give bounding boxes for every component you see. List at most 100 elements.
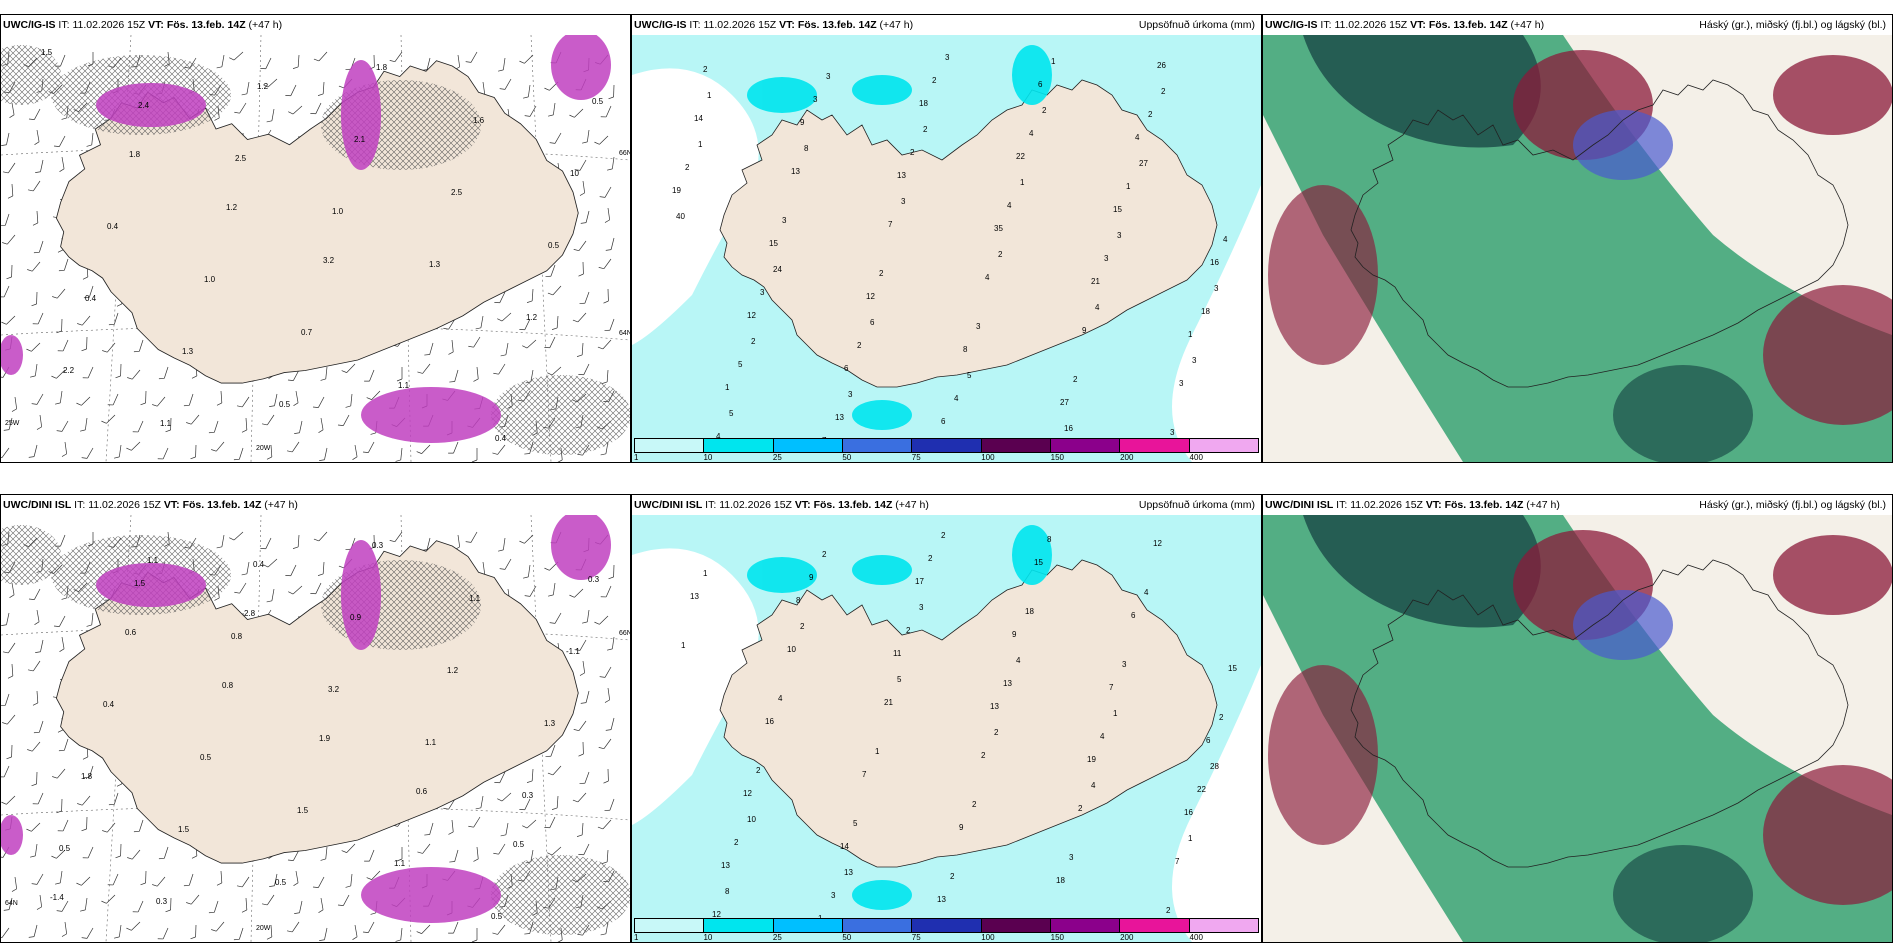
wind-barb [578,843,590,856]
wind-barb [86,612,94,627]
wind-barb [544,816,556,829]
wind-barb [547,846,562,856]
value-label: 2 [685,163,690,172]
panel-title: Háský (gr.), miðský (fj.bl.) og lágský (… [1699,499,1886,511]
wind-barb [395,927,403,942]
value-label: 1 [1051,57,1056,66]
wind-barb [522,339,537,349]
wind-barb [604,207,611,223]
wind-barb [287,849,300,861]
wind-barb [36,894,43,910]
wind-barb [310,582,322,595]
wind-barb [572,792,587,803]
value-label: 4 [1144,588,1149,597]
value-label: 7 [862,770,867,779]
vt-label: VT: [148,19,164,31]
wind-barb [28,444,38,458]
wind-barb [424,822,434,836]
it-label: IT: [689,19,701,31]
colorbar-swatch [842,919,913,932]
panel-title: Háský (gr.), miðský (fj.bl.) og lágský (… [1699,19,1886,31]
value-label: 35 [994,224,1003,233]
value-label: 3 [945,53,950,62]
wind-barb [261,894,275,906]
wind-barb [600,585,612,598]
iceland-coastline [719,79,1218,388]
wind-barb [11,396,18,412]
value-label: 7 [1175,857,1180,866]
wind-barb [448,339,454,355]
wind-barb [56,318,63,334]
value-label: 1.3 [544,719,556,728]
wind-barb [313,51,328,62]
wind-barb [186,414,200,425]
colorbar-swatch [1189,439,1258,452]
wind-barb [604,318,615,331]
value-label: 0.4 [85,294,97,303]
wind-barb [352,924,358,940]
value-label: 1 [1113,709,1118,718]
wind-barb [597,819,612,830]
value-label: 12 [1153,539,1162,548]
value-label: 2 [906,626,911,635]
value-label: 13 [690,592,699,601]
vt-value: Fös. 13.feb. 14Z [797,19,877,31]
colorbar-label: 25 [772,933,782,942]
wind-barb [341,363,356,373]
wind-barb [293,390,299,406]
wind-barb [165,417,172,433]
wind-barb [396,367,403,382]
value-label: 28 [1210,762,1219,771]
value-label: 2 [972,800,977,809]
value-label: 8 [963,345,968,354]
value-label: 18 [1056,876,1065,885]
value-label: 1.9 [319,734,331,743]
value-label: 2 [950,872,955,881]
value-label: 0.5 [275,878,287,887]
value-label: 1.1 [425,738,437,747]
vt-label: VT: [794,499,811,511]
value-label: 16 [1210,258,1219,267]
wind-barb [1,765,10,778]
wind-barb [573,720,587,732]
wind-barb [603,288,609,304]
value-label: 9 [1012,630,1017,639]
wind-barb [82,366,94,379]
wind-barb [6,744,13,760]
wind-barb [114,924,122,939]
wind-barb [59,156,65,172]
value-label: 1.6 [473,116,485,125]
value-label: 9 [1082,326,1087,335]
wind-barb [547,765,562,776]
wind-barb [27,180,41,192]
wind-barb [1,315,16,325]
panel-wind-dini: UWC/DINI ISL IT: 11.02.2026 15Z VT: Fös.… [0,494,631,943]
wind-barb [55,870,63,885]
wind-barb [396,847,403,862]
wind-barb [34,609,40,625]
wind-barb [3,417,13,431]
wind-barb [522,819,537,829]
value-label: 2 [923,125,928,134]
value-label: 4 [1095,303,1100,312]
wind-barb [317,81,325,96]
vt-value: Fös. 13.feb. 14Z [166,19,246,31]
value-label: 1.8 [81,772,93,781]
value-label: 1.8 [129,150,141,159]
wind-barb [497,312,512,322]
wind-barb [101,414,116,424]
wind-barb [318,897,324,913]
wind-barb [81,447,94,459]
value-label: 10 [570,169,579,178]
value-label: 4 [1007,201,1012,210]
wind-barb [582,609,590,624]
colorbar-label: 25 [772,453,782,462]
panel-header: UWC/DINI ISL IT: 11.02.2026 15Z VT: Fös.… [634,499,1257,511]
value-label: 11 [893,649,902,658]
it-value: 11.02.2026 15Z [1334,19,1408,31]
wind-barb [579,660,586,676]
iceland-coastline [1350,79,1849,388]
colorbar-swatch [842,439,913,452]
wind-barb [579,180,586,196]
wind-barb [416,444,431,454]
